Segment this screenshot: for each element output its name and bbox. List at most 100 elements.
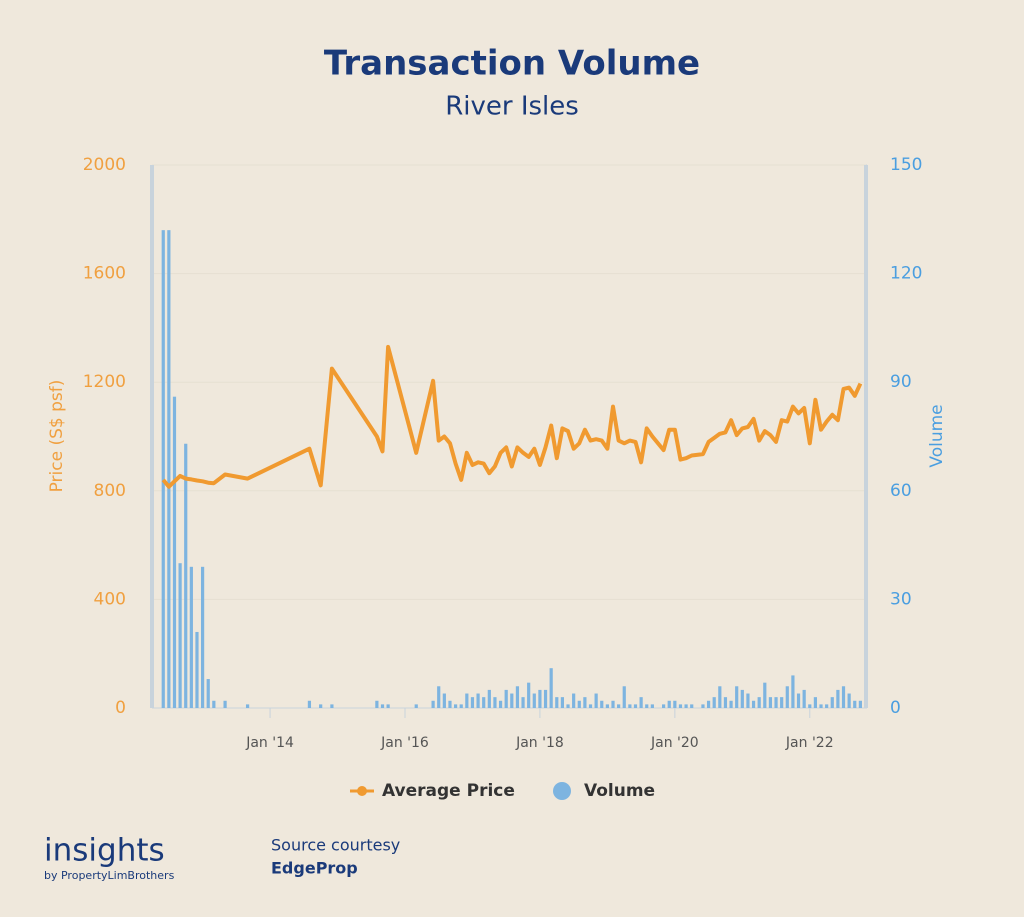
bar [678, 704, 683, 708]
bar [493, 697, 497, 708]
bar [684, 704, 688, 708]
bar [555, 697, 559, 708]
source: EdgeProp [271, 859, 358, 878]
x-tick-label: Jan '20 [650, 735, 699, 751]
bar [706, 700, 711, 708]
bar [746, 693, 750, 708]
x-tick-label: Jan '16 [380, 735, 429, 751]
bar [690, 704, 694, 708]
legend-label: Volume [584, 781, 655, 801]
x-tick-label: Jan '14 [245, 735, 294, 751]
bar [825, 704, 829, 708]
bar [768, 697, 773, 708]
bar [611, 700, 615, 708]
bar [504, 689, 508, 708]
bar [453, 704, 458, 708]
y2-tick-label: 0 [890, 698, 901, 718]
bar [532, 693, 536, 708]
bar [617, 704, 621, 708]
bar [796, 693, 801, 708]
bar [560, 697, 565, 708]
y-tick-label: 800 [94, 481, 126, 501]
bar [459, 704, 463, 708]
bar [515, 686, 520, 708]
bar [538, 689, 542, 708]
bar [319, 704, 323, 708]
bar [836, 689, 840, 708]
y-tick-label: 1600 [83, 264, 126, 284]
bar [549, 668, 553, 708]
bar [442, 693, 446, 708]
brand-sub: by PropertyLimBrothers [44, 869, 175, 882]
bar [813, 697, 818, 708]
bar [785, 686, 789, 708]
bar [791, 675, 795, 708]
x-tick-label: Jan '22 [785, 735, 834, 751]
bar [167, 230, 171, 708]
bar [307, 700, 312, 708]
y2-tick-label: 30 [890, 589, 912, 609]
bar [543, 689, 548, 708]
bar [847, 693, 851, 708]
y-tick-label: 400 [94, 589, 126, 609]
bar [223, 700, 227, 708]
bar [633, 704, 638, 708]
bar [588, 704, 593, 708]
bar [757, 697, 761, 708]
bar [172, 396, 177, 708]
bar [465, 693, 469, 708]
y-tick-label: 1200 [83, 372, 126, 392]
bar [510, 693, 514, 708]
bar [808, 704, 812, 708]
bar [482, 697, 486, 708]
bar [566, 704, 570, 708]
bar [583, 697, 587, 708]
bar [718, 686, 722, 708]
bar [673, 700, 677, 708]
bar [622, 686, 626, 708]
bar [639, 697, 643, 708]
bar [414, 704, 418, 708]
bar [380, 704, 385, 708]
bar [161, 230, 165, 708]
y-tick-label: 0 [115, 698, 126, 718]
bar [628, 704, 632, 708]
bar [448, 700, 452, 708]
chart-title: Transaction Volume [324, 44, 700, 84]
bar [487, 689, 491, 708]
bar [774, 697, 778, 708]
y2-tick-label: 60 [890, 481, 912, 501]
bar [858, 700, 862, 708]
price-line [161, 344, 863, 489]
bar [527, 682, 531, 708]
bar [476, 693, 480, 708]
y2-axis-title: Volume [927, 404, 947, 467]
bar [712, 697, 716, 708]
bar [662, 704, 666, 708]
bar [723, 697, 728, 708]
bar [195, 631, 199, 708]
bar [667, 700, 671, 708]
bar [853, 700, 857, 708]
bar [594, 693, 598, 708]
y2-tick-label: 150 [890, 155, 922, 175]
bar [577, 700, 581, 708]
bar [740, 689, 744, 708]
bar [245, 704, 250, 708]
bar [819, 704, 823, 708]
bar [729, 700, 733, 708]
bar [206, 679, 210, 708]
legend-marker [357, 786, 367, 796]
bar [735, 686, 739, 708]
bar [830, 697, 834, 708]
brand: insights [44, 833, 165, 869]
bar [650, 704, 654, 708]
bar [645, 704, 649, 708]
bar [386, 704, 390, 708]
legend-marker [553, 782, 571, 800]
bar [572, 693, 576, 708]
bar [470, 697, 475, 708]
bar [330, 704, 334, 708]
bar [200, 566, 205, 708]
